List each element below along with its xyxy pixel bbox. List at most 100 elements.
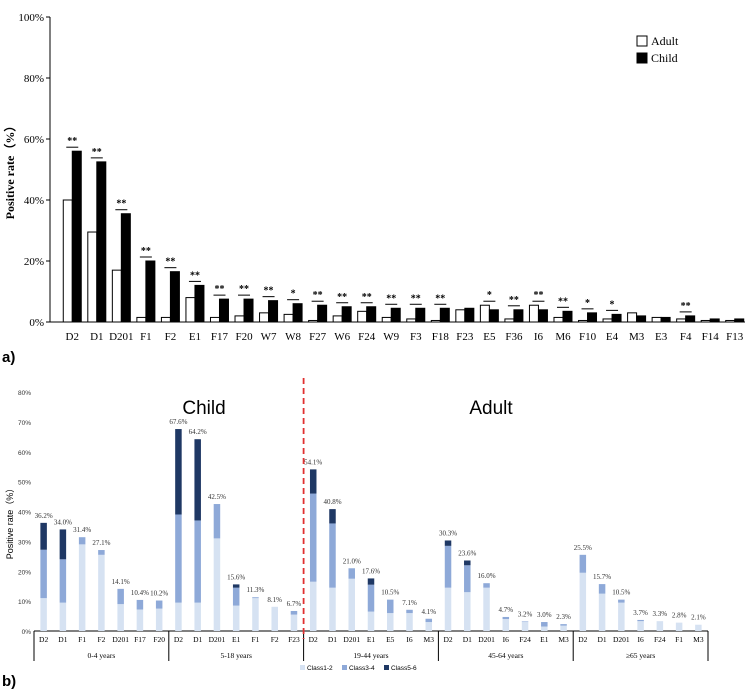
- b-bar-segment-class3-4: [329, 523, 336, 588]
- a-bar-child: [439, 307, 450, 323]
- b-bar-segment-class1-2: [213, 538, 221, 631]
- b-x-tick-label: D1: [58, 635, 67, 644]
- b-x-tick-label: D1: [193, 635, 202, 644]
- b-total-label: 6.7%: [287, 600, 302, 608]
- b-group-label: 45-64 years: [488, 651, 523, 660]
- b-bar-segment-class3-4: [98, 550, 105, 555]
- a-significance-marker: **: [362, 292, 372, 303]
- a-bar-child: [415, 307, 426, 323]
- b-bar-segment-class1-2: [464, 592, 471, 631]
- b-bar-segment-class3-4: [136, 599, 144, 610]
- b-bar-segment-class3-4: [309, 493, 317, 582]
- b-x-tick-label: D1: [463, 635, 472, 644]
- a-y-tick-label: 20%: [24, 256, 44, 268]
- a-x-tick-label: F18: [432, 331, 450, 343]
- b-bar-segment-class1-2: [40, 598, 47, 631]
- b-bar-segment-class3-4: [387, 599, 394, 614]
- b-total-label: 17.6%: [362, 567, 380, 575]
- b-bar-segment-class5-6: [232, 584, 240, 588]
- a-bar-child: [513, 309, 524, 323]
- b-legend-entry: Class3-4: [349, 665, 375, 672]
- a-x-tick-label: F10: [579, 331, 597, 343]
- b-x-tick-label: M3: [693, 635, 704, 644]
- a-x-tick-label: F14: [702, 331, 720, 343]
- a-x-tick-label: W9: [383, 331, 399, 343]
- a-bar-child: [145, 260, 156, 323]
- a-bar-adult: [259, 312, 270, 323]
- b-bar-segment-class1-2: [483, 587, 490, 631]
- a-bar-child: [341, 306, 352, 323]
- b-total-label: 10.5%: [381, 589, 399, 597]
- b-bar-segment-class1-2: [598, 593, 606, 631]
- a-legend-entry: Adult: [651, 34, 679, 48]
- b-x-tick-label: D2: [39, 635, 48, 644]
- b-bar-segment-class1-2: [444, 587, 452, 631]
- b-x-tick-label: D2: [443, 635, 452, 644]
- a-y-tick-label: 100%: [18, 12, 44, 24]
- b-x-tick-label: F24: [654, 635, 666, 644]
- b-x-tick-label: F1: [78, 635, 86, 644]
- b-bar-segment-class1-2: [675, 622, 683, 631]
- b-x-tick-label: D2: [578, 635, 587, 644]
- a-significance-marker: **: [165, 257, 175, 268]
- a-bar-adult: [504, 318, 515, 323]
- b-x-tick-label: D201: [613, 635, 630, 644]
- a-bar-child: [71, 150, 82, 323]
- a-x-tick-label: F1: [140, 331, 152, 343]
- b-y-tick-label: 70%: [18, 420, 31, 427]
- b-bar-segment-class3-4: [406, 609, 413, 614]
- a-bar-child: [537, 309, 548, 323]
- b-x-tick-label: D201: [343, 635, 360, 644]
- b-x-tick-label: F24: [519, 635, 531, 644]
- b-bar-segment-class5-6: [194, 439, 201, 521]
- b-bar-segment-class1-2: [521, 622, 529, 631]
- a-bar-adult: [430, 319, 441, 323]
- a-bar-adult: [651, 316, 662, 323]
- b-x-tick-label: F2: [97, 635, 105, 644]
- b-group-label: 0-4 years: [88, 651, 116, 660]
- b-bar-segment-class1-2: [175, 602, 182, 631]
- b-bar-segment-class3-4: [78, 537, 86, 545]
- a-bar-child: [660, 316, 671, 323]
- a-bar-adult: [700, 319, 711, 323]
- b-bar-segment-class3-4: [618, 599, 625, 603]
- b-bar-segment-class3-4: [117, 588, 124, 605]
- a-bar-adult: [87, 231, 98, 323]
- b-y-tick-label: 60%: [18, 450, 31, 457]
- a-bar-child: [218, 298, 229, 323]
- a-bar-child: [562, 310, 573, 323]
- b-x-tick-label: M3: [424, 635, 435, 644]
- b-total-label: 27.1%: [92, 539, 110, 547]
- b-total-label: 34.0%: [54, 518, 72, 526]
- a-x-tick-label: E4: [606, 331, 619, 343]
- b-bar-segment-class1-2: [117, 604, 124, 631]
- a-y-tick-label: 80%: [24, 73, 44, 85]
- b-x-tick-label: E1: [540, 635, 549, 644]
- b-bar-segment-class1-2: [271, 606, 278, 631]
- b-bar-segment-class3-4: [40, 549, 47, 599]
- b-bar-segment-class5-6: [175, 429, 182, 515]
- a-significance-marker: **: [337, 292, 347, 303]
- a-x-tick-label: F36: [505, 331, 523, 343]
- b-total-label: 11.3%: [247, 586, 265, 594]
- a-bar-child: [292, 303, 303, 323]
- a-bar-adult: [725, 319, 736, 323]
- a-significance-marker: *: [487, 290, 492, 301]
- a-x-tick-label: W8: [285, 331, 301, 343]
- b-bar-segment-class3-4: [444, 545, 452, 588]
- b-bar-segment-class5-6: [40, 522, 47, 550]
- b-bar-segment-class3-4: [290, 610, 298, 615]
- b-bar-segment-class3-4: [541, 622, 548, 627]
- a-bar-adult: [479, 304, 490, 323]
- b-y-tick-label: 0%: [22, 629, 32, 636]
- b-total-label: 67.6%: [169, 418, 187, 426]
- b-y-tick-label: 40%: [18, 510, 31, 517]
- b-total-label: 15.7%: [593, 573, 611, 581]
- b-total-label: 2.1%: [691, 614, 706, 622]
- b-bar-segment-class1-2: [98, 554, 105, 631]
- a-bar-adult: [406, 318, 417, 323]
- b-bar-segment-class1-2: [618, 602, 625, 631]
- b-x-tick-label: D201: [112, 635, 129, 644]
- a-bar-adult: [676, 318, 687, 323]
